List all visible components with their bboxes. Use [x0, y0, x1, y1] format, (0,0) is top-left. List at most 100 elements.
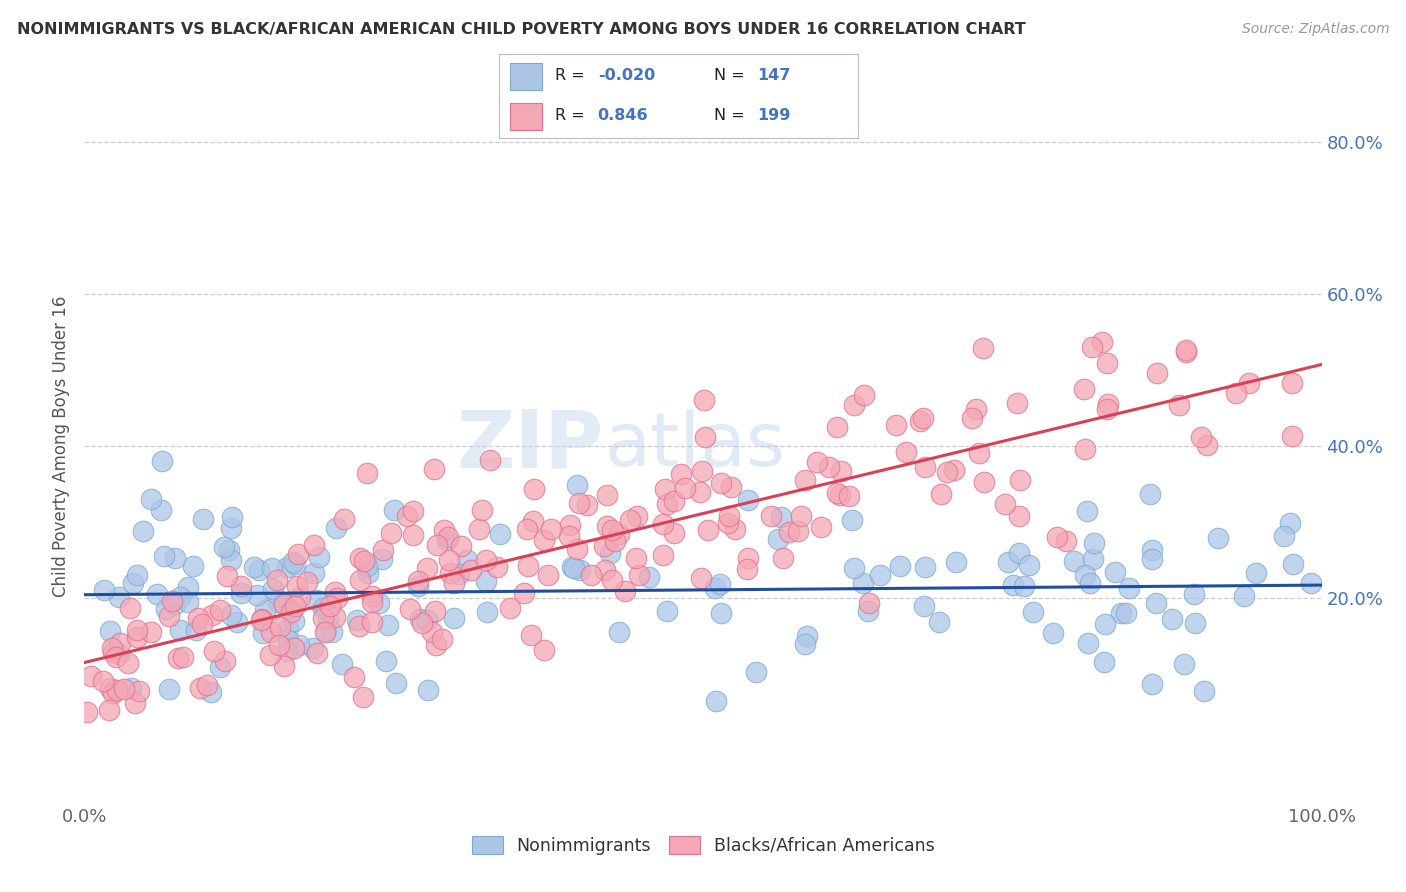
Point [246, 589, 269, 603]
Point [221, 510, 243, 524]
Point [889, 558, 911, 573]
Point [166, 650, 188, 665]
Point [316, 612, 339, 626]
Point [911, 411, 934, 425]
Point [652, 517, 675, 532]
Point [1301, 575, 1323, 590]
Point [352, 690, 374, 704]
Point [226, 615, 249, 630]
Point [98, 681, 121, 695]
Point [1225, 386, 1247, 401]
Point [1076, 504, 1098, 518]
Point [468, 522, 491, 536]
Point [284, 599, 307, 614]
Text: 0.846: 0.846 [598, 108, 648, 123]
Text: R =: R = [555, 108, 595, 123]
Point [558, 529, 581, 543]
Point [1083, 536, 1105, 550]
Point [443, 611, 465, 625]
Point [1021, 605, 1043, 619]
Point [349, 573, 371, 587]
Point [568, 496, 591, 510]
Point [1139, 487, 1161, 501]
Point [769, 510, 792, 524]
Point [1195, 437, 1218, 451]
Point [277, 632, 299, 647]
Point [1095, 401, 1118, 416]
Point [1005, 396, 1028, 410]
Point [406, 574, 429, 588]
Point [562, 561, 585, 575]
Point [243, 559, 266, 574]
Point [689, 484, 711, 499]
Point [1042, 626, 1064, 640]
Point [229, 579, 252, 593]
Point [1244, 566, 1267, 581]
Point [153, 549, 176, 563]
Point [250, 613, 273, 627]
Point [693, 392, 716, 407]
Point [856, 604, 879, 618]
Point [561, 560, 583, 574]
Point [399, 602, 422, 616]
Point [1142, 552, 1164, 566]
Point [537, 568, 560, 582]
Point [305, 593, 328, 607]
Point [285, 579, 308, 593]
Point [540, 522, 562, 536]
Point [76, 705, 98, 719]
Point [1074, 442, 1097, 456]
Point [172, 649, 194, 664]
Point [449, 566, 471, 581]
Point [943, 463, 966, 477]
Point [430, 632, 453, 646]
Point [157, 608, 180, 623]
Point [202, 644, 225, 658]
Point [382, 503, 405, 517]
Point [575, 498, 598, 512]
Point [560, 518, 582, 533]
Point [852, 576, 875, 591]
Point [994, 497, 1017, 511]
Point [599, 547, 621, 561]
Point [1094, 617, 1116, 632]
Point [1115, 606, 1137, 620]
Point [360, 589, 382, 603]
Point [1001, 578, 1024, 592]
Point [98, 624, 121, 638]
Point [1173, 657, 1195, 672]
Point [276, 643, 298, 657]
Point [252, 625, 274, 640]
Point [93, 583, 115, 598]
Point [914, 459, 936, 474]
Point [295, 575, 318, 590]
Point [209, 659, 232, 673]
Point [267, 595, 290, 609]
Point [1278, 516, 1301, 530]
Point [371, 543, 394, 558]
Point [794, 637, 817, 651]
Point [593, 563, 616, 577]
Point [772, 551, 794, 566]
Point [165, 550, 187, 565]
Point [160, 594, 183, 608]
Point [101, 640, 124, 655]
Point [436, 533, 458, 547]
Point [654, 483, 676, 497]
Point [312, 600, 335, 615]
Point [356, 558, 378, 573]
Point [1272, 529, 1295, 543]
Point [188, 681, 211, 696]
Text: NONIMMIGRANTS VS BLACK/AFRICAN AMERICAN CHILD POVERTY AMONG BOYS UNDER 16 CORREL: NONIMMIGRANTS VS BLACK/AFRICAN AMERICAN … [17, 22, 1025, 37]
Text: Source: ZipAtlas.com: Source: ZipAtlas.com [1241, 22, 1389, 37]
Point [673, 481, 696, 495]
Point [284, 557, 307, 571]
Point [132, 524, 155, 538]
Point [806, 455, 828, 469]
Point [401, 504, 423, 518]
Point [380, 526, 402, 541]
Point [471, 503, 494, 517]
Point [605, 534, 627, 549]
Point [423, 462, 446, 476]
Point [103, 645, 125, 659]
